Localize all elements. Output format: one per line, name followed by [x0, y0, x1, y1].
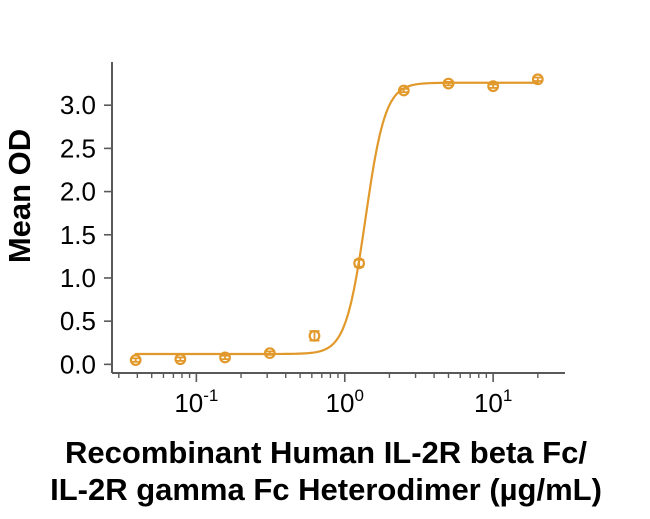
fit-curve: [134, 81, 539, 356]
data-point-marker: [174, 353, 187, 366]
y-tick-label: 3.0: [60, 90, 96, 120]
x-tick-label: 100: [326, 386, 364, 418]
y-tick-label: 2.0: [60, 177, 96, 207]
data-point-marker: [353, 257, 366, 270]
y-tick-label: 0.5: [60, 306, 96, 336]
data-point-marker: [397, 84, 410, 97]
y-tick-label: 0.0: [60, 349, 96, 379]
data-point-marker: [263, 347, 276, 360]
x-axis-title-line2: IL-2R gamma Fc Heterodimer (µg/mL): [50, 472, 602, 507]
y-tick-label: 1.5: [60, 220, 96, 250]
data-point-marker: [531, 73, 544, 86]
plot-area: 0.0 0.5 1.0 1.5 2.0 2.5 3.0 10-1 100 101: [60, 62, 565, 418]
data-point-marker: [442, 77, 455, 90]
data-point-marker: [308, 329, 321, 342]
y-tick-label: 2.5: [60, 133, 96, 163]
x-tick-label: 10-1: [174, 386, 218, 418]
data-point-marker: [487, 80, 500, 93]
data-point-marker: [129, 354, 142, 366]
data-point-marker: [219, 351, 231, 364]
y-tick-label: 1.0: [60, 263, 96, 293]
x-axis-title-line1: Recombinant Human IL-2R beta Fc/: [65, 435, 587, 470]
y-axis-title: Mean OD: [2, 129, 37, 263]
x-tick-label: 101: [474, 386, 512, 418]
